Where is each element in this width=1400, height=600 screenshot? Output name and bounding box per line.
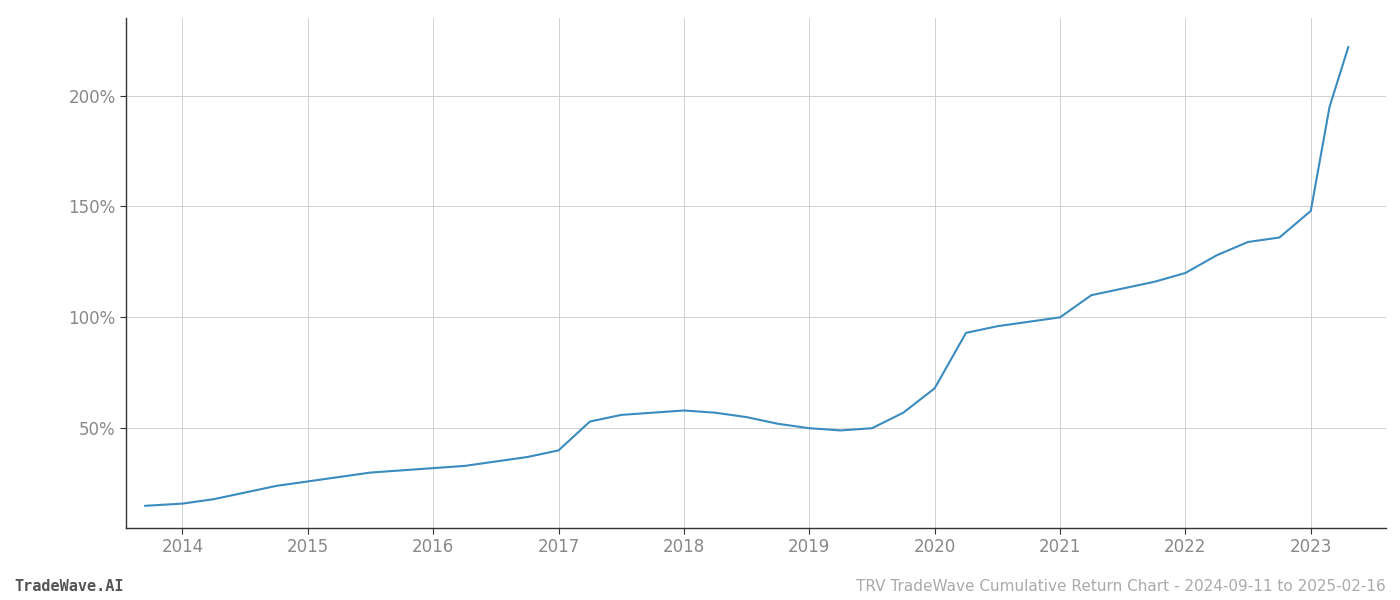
Text: TRV TradeWave Cumulative Return Chart - 2024-09-11 to 2025-02-16: TRV TradeWave Cumulative Return Chart - … xyxy=(857,579,1386,594)
Text: TradeWave.AI: TradeWave.AI xyxy=(14,579,123,594)
